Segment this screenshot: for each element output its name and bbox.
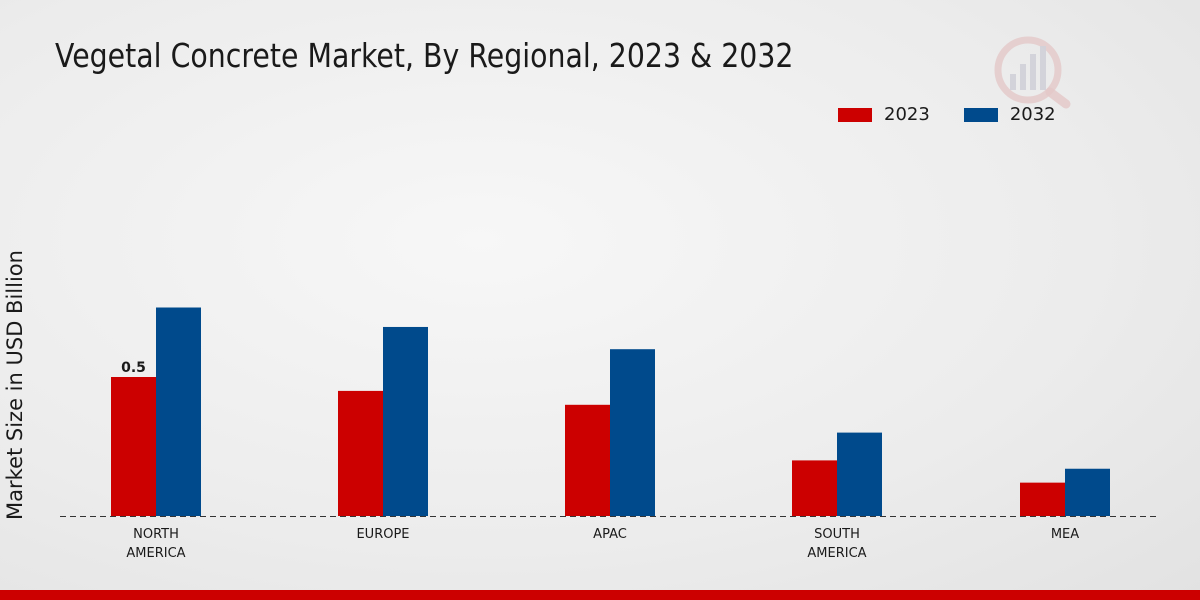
legend-item-2023[interactable]: 2023 [838,104,930,125]
x-tick-label-1: EUROPE [356,527,409,542]
legend-swatch-2023 [838,107,872,122]
bar-2032-0[interactable] [156,307,201,517]
x-tick-label-3: SOUTH AMERICA [807,527,866,561]
x-tick-label-2: APAC [593,527,627,542]
legend-label-2023: 2023 [884,104,930,125]
legend-label-2032: 2032 [1009,104,1056,125]
bar-2032-2[interactable] [610,349,655,516]
legend-swatch-2032 [963,107,998,122]
brand-logo-icon [994,36,1071,109]
chart-legend: 2023 2032 [838,104,1090,125]
bar-2023-1[interactable] [338,390,383,516]
bar-2023-0[interactable] [111,377,156,516]
bar-2032-4[interactable] [1065,468,1110,516]
bottom-accent-bar [0,590,1200,600]
x-tick-label-0: NORTH AMERICA [126,527,185,561]
x-tick-label-4: MEA [1051,527,1079,542]
chart-title: Vegetal Concrete Market, By Regional, 20… [55,36,794,75]
data-label-0: 0.5 [121,360,146,376]
bar-2032-3[interactable] [837,432,882,516]
legend-item-2032[interactable]: 2032 [963,104,1056,125]
bar-2023-2[interactable] [565,404,610,516]
bar-2023-4[interactable] [1020,482,1065,516]
bar-2032-1[interactable] [383,326,428,516]
bar-2023-3[interactable] [792,460,837,516]
